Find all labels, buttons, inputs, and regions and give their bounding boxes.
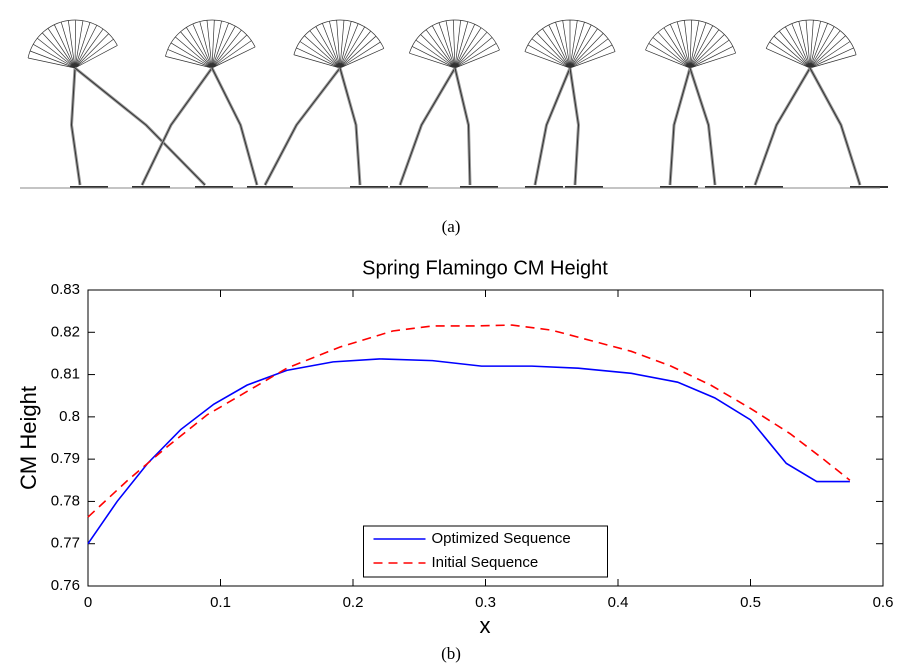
x-tick-label: 0.6	[873, 594, 894, 611]
robot-leg-edge	[754, 67, 811, 186]
x-tick-label: 0.5	[740, 594, 761, 611]
y-tick-label: 0.76	[51, 577, 80, 594]
x-tick-label: 0.3	[475, 594, 496, 611]
caption: (a)	[442, 217, 461, 236]
robot-leg	[74, 66, 207, 187]
robot-fan	[409, 19, 500, 69]
robot-leg-edge	[70, 67, 81, 186]
series-line	[87, 324, 851, 518]
y-axis-label: CM Height	[16, 386, 41, 490]
chart-title: Spring Flamingo CM Height	[362, 257, 608, 279]
robot-leg	[808, 67, 862, 186]
robot-fan	[765, 19, 857, 69]
robot-leg	[668, 67, 692, 186]
robot-illustrations	[27, 19, 888, 188]
robot-leg	[753, 67, 812, 186]
robot-leg-edge	[74, 67, 206, 186]
legend-label: Initial Sequence	[432, 554, 539, 571]
x-tick-label: 0	[84, 594, 92, 611]
caption: (b)	[441, 644, 461, 663]
robot-leg	[210, 67, 259, 186]
robot-leg-edge	[534, 67, 571, 186]
robot-leg-edge	[399, 67, 456, 186]
robot-leg-edge	[211, 67, 258, 186]
robot-leg-edge	[689, 67, 716, 186]
series-line	[87, 358, 850, 545]
x-tick-label: 0.2	[343, 594, 364, 611]
robot-leg	[398, 67, 457, 186]
robot-leg	[568, 67, 581, 186]
robot-leg	[263, 67, 342, 186]
robot-leg-edge	[339, 67, 361, 186]
legend-box	[363, 525, 608, 578]
robot-leg	[688, 67, 717, 186]
y-tick-label: 0.8	[59, 408, 80, 425]
robot-fan	[645, 19, 736, 69]
y-tick-label: 0.81	[51, 366, 80, 383]
robot-fan	[524, 19, 616, 69]
robot-leg-edge	[809, 67, 861, 186]
legend-label: Optimized Sequence	[432, 530, 571, 547]
y-tick-label: 0.78	[51, 492, 80, 509]
robot-leg	[140, 67, 214, 186]
x-axis-label: x	[480, 613, 491, 638]
x-tick-label: 0.4	[608, 594, 629, 611]
robot-fan	[293, 19, 385, 69]
robot-fan	[165, 19, 256, 69]
robot-leg-edge	[141, 67, 213, 186]
y-tick-label: 0.79	[51, 450, 80, 467]
robot-leg-edge	[669, 67, 691, 186]
y-tick-label: 0.83	[51, 281, 80, 298]
x-tick-label: 0.1	[210, 594, 231, 611]
robot-fan	[27, 19, 118, 69]
robot-leg	[338, 67, 362, 186]
robot-leg	[533, 67, 572, 186]
y-tick-label: 0.82	[51, 323, 80, 340]
robot-leg-edge	[454, 67, 471, 186]
robot-leg-edge	[264, 67, 341, 186]
robot-leg	[69, 67, 82, 186]
robot-leg	[453, 67, 472, 186]
y-tick-label: 0.77	[51, 535, 80, 552]
robot-leg-edge	[569, 67, 580, 186]
